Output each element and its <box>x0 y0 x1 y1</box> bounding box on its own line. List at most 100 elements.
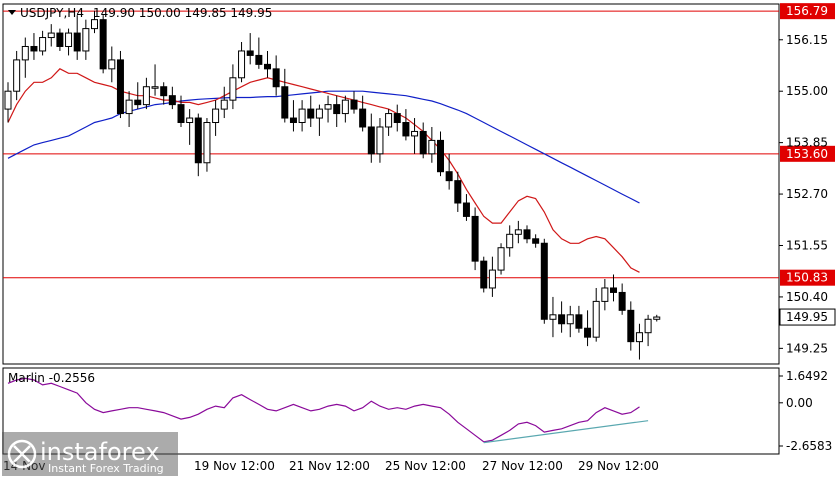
bearish-candle <box>177 104 185 124</box>
bullish-candle <box>212 108 220 124</box>
bearish-candle <box>307 108 315 119</box>
bearish-candle <box>558 314 566 325</box>
price-panel-frame <box>2 3 780 365</box>
bullish-candle <box>108 59 116 70</box>
bearish-candle <box>246 50 254 56</box>
price-tick-label: 151.55 <box>786 238 828 252</box>
indicator-panel-frame <box>2 367 780 455</box>
bullish-candle <box>488 269 496 289</box>
time-axis-label: 29 Nov 12:00 <box>578 459 659 473</box>
bearish-candle <box>532 238 540 244</box>
bearish-candle <box>445 171 453 182</box>
bearish-candle <box>281 86 289 119</box>
bearish-candle <box>627 309 635 343</box>
bearish-candle <box>264 63 271 70</box>
instaforex-watermark: instaforex Instant Forex Trading <box>2 432 178 476</box>
bullish-candle <box>376 126 384 155</box>
bearish-candle <box>402 122 410 137</box>
marlin-line <box>7 377 640 443</box>
bullish-candle <box>13 59 21 92</box>
bullish-candle <box>21 45 29 61</box>
time-axis-label: 21 Nov 12:00 <box>289 459 370 473</box>
bearish-candle <box>480 260 488 289</box>
bearish-candle <box>255 54 263 65</box>
bearish-candle <box>116 59 124 115</box>
bullish-candle <box>497 247 505 271</box>
bullish-candle <box>238 50 246 79</box>
bearish-candle <box>272 68 280 88</box>
bearish-candle <box>367 126 375 155</box>
bearish-candle <box>575 314 583 329</box>
bearish-candle <box>523 229 531 240</box>
bearish-candle <box>462 202 470 217</box>
bearish-candle <box>359 108 367 128</box>
bullish-candle <box>324 104 332 110</box>
bullish-candle <box>4 90 12 110</box>
bearish-candle <box>584 327 592 338</box>
watermark-tagline: Instant Forex Trading <box>48 462 164 475</box>
bullish-candle <box>592 300 600 338</box>
bearish-candle <box>168 95 176 106</box>
bullish-candle <box>506 233 514 249</box>
bullish-candle <box>142 86 150 106</box>
bullish-candle <box>514 229 522 235</box>
indicator-tick-label: 0.00 <box>786 396 813 410</box>
instaforex-logo-icon <box>7 439 37 469</box>
collapse-triangle-icon[interactable] <box>8 10 16 15</box>
level-price-label: 156.79 <box>786 4 828 18</box>
bullish-candle <box>65 32 73 47</box>
bullish-candle <box>47 32 55 39</box>
bullish-candle <box>411 130 419 137</box>
bullish-candle <box>229 77 237 101</box>
time-axis-label: 25 Nov 12:00 <box>385 459 466 473</box>
bullish-candle <box>39 37 47 52</box>
price-tick-label: 156.15 <box>786 33 828 47</box>
bearish-candle <box>134 99 142 106</box>
level-price-tag <box>780 269 835 286</box>
time-axis-label: 19 Nov 12:00 <box>194 459 275 473</box>
bearish-candle <box>540 242 548 320</box>
indicator-label: Marlin -0.2556 <box>8 371 95 385</box>
bullish-candle <box>151 86 159 89</box>
bearish-candle <box>350 99 358 110</box>
bullish-candle <box>91 19 98 30</box>
symbol-label: USDJPY,H4 <box>20 6 84 20</box>
bearish-candle <box>56 32 64 47</box>
bearish-candle <box>289 117 297 124</box>
bullish-candle <box>298 108 306 124</box>
current-price-tag <box>779 308 836 326</box>
bearish-candle <box>160 86 168 97</box>
bullish-candle <box>549 314 557 320</box>
bullish-candle <box>385 113 393 128</box>
bullish-candle <box>186 117 194 124</box>
indicator-tick-label: 1.6492 <box>786 369 828 383</box>
time-axis-label: 27 Nov 12:00 <box>482 459 563 473</box>
bullish-candle <box>341 99 349 115</box>
bullish-candle <box>601 287 609 302</box>
bullish-candle <box>653 316 661 320</box>
bearish-candle <box>419 130 427 155</box>
level-price-label: 150.83 <box>786 271 828 285</box>
bearish-candle <box>437 139 444 173</box>
price-tick-label: 155.00 <box>786 84 828 98</box>
bullish-candle <box>644 318 652 334</box>
watermark-brand: instaforex <box>40 438 160 466</box>
indicator-tick-label: -2.6583 <box>786 439 832 453</box>
level-price-tag <box>780 145 835 162</box>
bullish-candle <box>315 108 323 119</box>
price-tick-label: 152.70 <box>786 187 828 201</box>
price-tick-label: 153.85 <box>786 136 828 150</box>
current-price-label: 149.95 <box>786 310 828 324</box>
bearish-candle <box>194 117 202 164</box>
bullish-candle <box>635 332 643 343</box>
indicator-trendline <box>483 420 649 444</box>
bullish-candle <box>125 99 133 115</box>
bearish-candle <box>393 113 401 124</box>
level-price-label: 153.60 <box>786 147 828 161</box>
bearish-candle <box>471 215 479 262</box>
price-tick-label: 149.25 <box>786 341 828 355</box>
bearish-candle <box>618 291 626 311</box>
bullish-candle <box>220 99 228 110</box>
ohlc-label: 149.90 150.00 149.85 149.95 <box>93 6 272 20</box>
